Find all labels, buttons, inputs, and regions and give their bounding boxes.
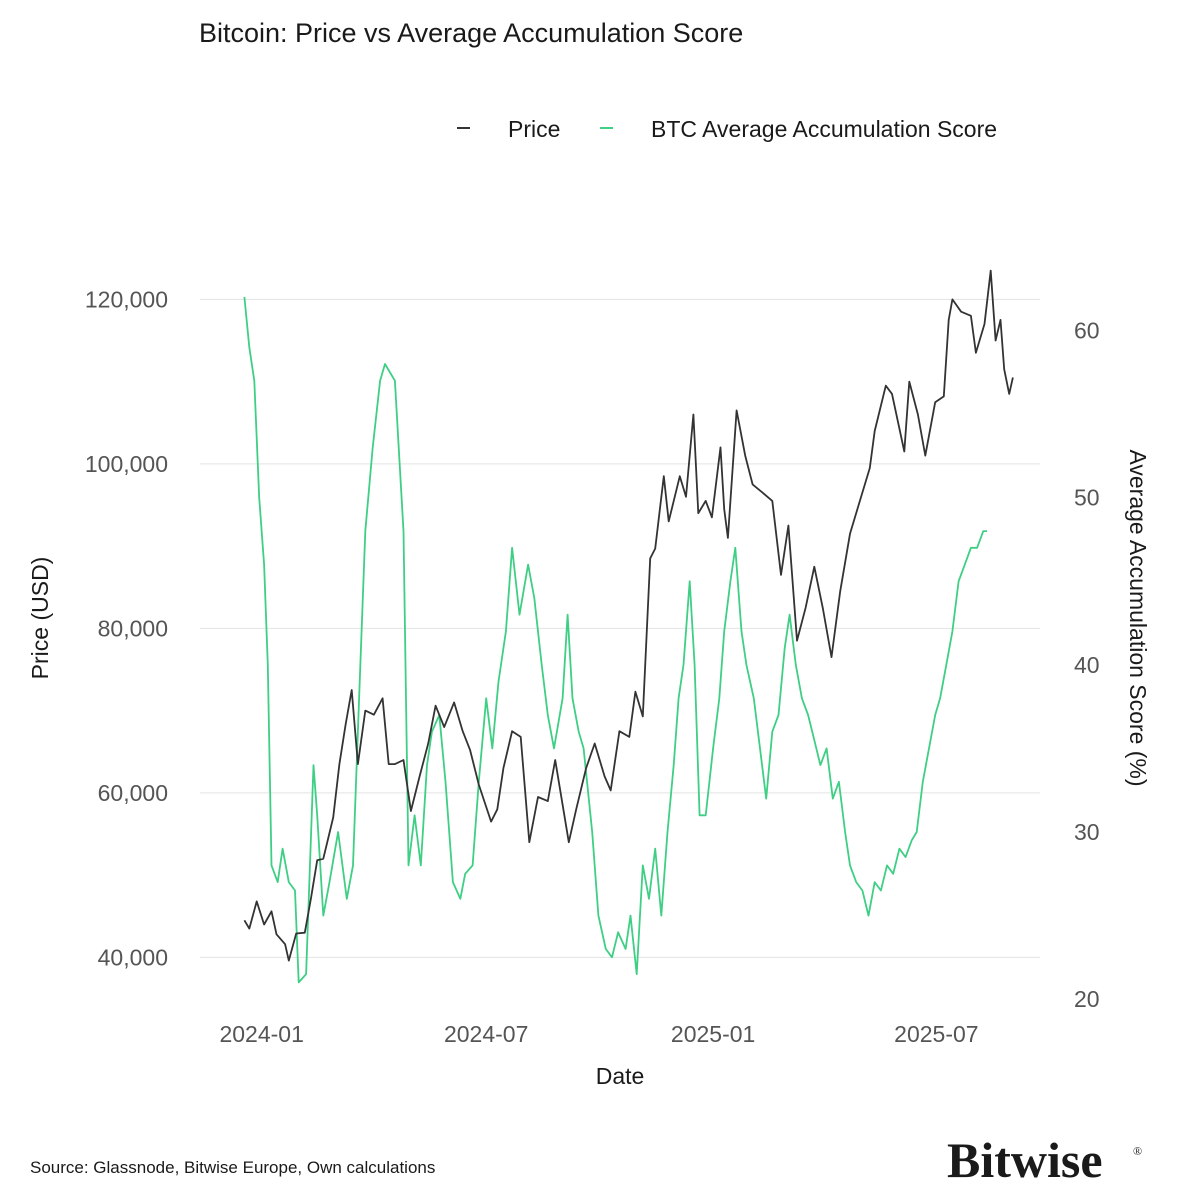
y-tick-left-label: 40,000 bbox=[98, 944, 168, 970]
y-tick-left-label: 120,000 bbox=[85, 286, 168, 312]
x-axis-label: Date bbox=[596, 1063, 645, 1089]
x-tick-label: 2024-07 bbox=[444, 1021, 528, 1047]
x-tick-label: 2025-01 bbox=[671, 1021, 755, 1047]
series-line-price bbox=[243, 269, 1014, 962]
x-tick-label: 2025-07 bbox=[894, 1021, 978, 1047]
chart-title: Bitcoin: Price vs Average Accumulation S… bbox=[199, 18, 743, 48]
x-axis-ticks: 2024-01 2024-07 2025-01 2025-07 bbox=[219, 1021, 978, 1047]
legend: Price BTC Average Accumulation Score bbox=[457, 116, 997, 142]
y-tick-right-label: 50 bbox=[1074, 485, 1100, 511]
legend-price-label: Price bbox=[508, 116, 560, 142]
y-axis-right-label: Average Accumulation Score (%) bbox=[1125, 449, 1151, 786]
x-tick-label: 2024-01 bbox=[219, 1021, 303, 1047]
y-tick-left-label: 80,000 bbox=[98, 615, 168, 641]
y-tick-right-label: 30 bbox=[1074, 819, 1100, 845]
series-line-accumulation-score bbox=[243, 297, 987, 984]
brand-logo: Bitwise bbox=[947, 1132, 1103, 1188]
y-tick-left-label: 100,000 bbox=[85, 451, 168, 477]
source-note: Source: Glassnode, Bitwise Europe, Own c… bbox=[30, 1158, 435, 1177]
right-axis-ticks: 60 50 40 30 20 bbox=[1074, 318, 1100, 1013]
grid bbox=[200, 298, 1040, 958]
y-tick-right-label: 40 bbox=[1074, 652, 1100, 678]
y-axis-left-label: Price (USD) bbox=[27, 557, 53, 680]
legend-score-label: BTC Average Accumulation Score bbox=[651, 116, 997, 142]
y-tick-right-label: 20 bbox=[1074, 986, 1100, 1012]
brand-registered-mark: ® bbox=[1133, 1144, 1142, 1158]
y-tick-left-label: 60,000 bbox=[98, 780, 168, 806]
y-tick-right-label: 60 bbox=[1074, 318, 1100, 344]
left-axis-ticks: 120,000 100,000 80,000 60,000 40,000 bbox=[85, 286, 168, 970]
